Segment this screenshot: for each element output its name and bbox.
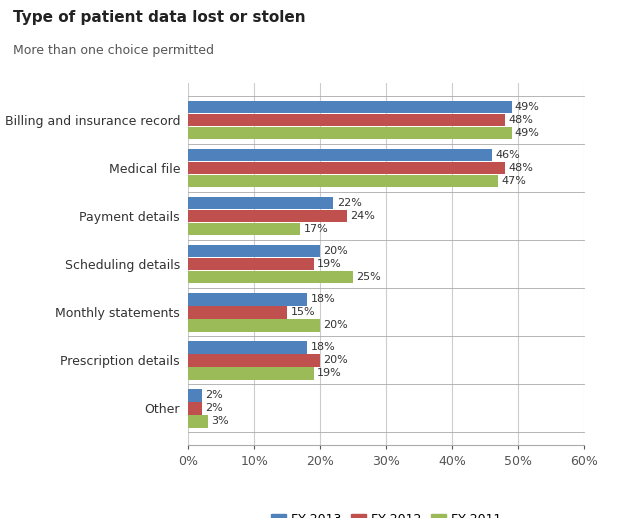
Legend: FY 2013, FY 2012, FY 2011: FY 2013, FY 2012, FY 2011 (267, 510, 506, 518)
Bar (188, 402, 202, 415)
Text: 18%: 18% (310, 294, 335, 304)
Text: 24%: 24% (350, 211, 375, 221)
Text: 48%: 48% (508, 163, 533, 173)
Text: More than one choice permitted: More than one choice permitted (13, 44, 214, 57)
Text: 47%: 47% (502, 176, 526, 186)
Text: 48%: 48% (508, 115, 533, 125)
Text: 49%: 49% (515, 102, 539, 112)
Bar (188, 415, 208, 428)
Text: 20%: 20% (323, 320, 349, 330)
Text: 25%: 25% (357, 272, 381, 282)
Text: 19%: 19% (317, 259, 342, 269)
Bar (188, 126, 512, 139)
Text: 17%: 17% (304, 224, 328, 234)
Bar (188, 341, 307, 354)
Text: 3%: 3% (212, 416, 229, 426)
Bar (188, 197, 333, 209)
Bar (188, 319, 320, 332)
Text: 20%: 20% (323, 246, 349, 256)
Bar (188, 175, 499, 187)
Text: 2%: 2% (205, 391, 223, 400)
Text: 46%: 46% (495, 150, 520, 160)
Bar (188, 100, 512, 113)
Text: 49%: 49% (515, 128, 539, 138)
Text: 2%: 2% (205, 404, 223, 413)
Bar (188, 367, 314, 380)
Text: 15%: 15% (291, 307, 315, 317)
Text: 22%: 22% (337, 198, 362, 208)
Bar (188, 258, 314, 270)
Bar (188, 113, 505, 126)
Bar (188, 306, 288, 319)
Bar (188, 389, 202, 402)
Text: 18%: 18% (310, 342, 335, 352)
Text: 19%: 19% (317, 368, 342, 378)
Bar (188, 149, 492, 161)
Bar (188, 271, 353, 283)
Bar (188, 162, 505, 174)
Text: 20%: 20% (323, 355, 349, 365)
Text: Type of patient data lost or stolen: Type of patient data lost or stolen (13, 10, 305, 25)
Bar (188, 210, 347, 222)
Bar (188, 245, 320, 257)
Bar (188, 223, 301, 235)
Bar (188, 354, 320, 367)
Bar (188, 293, 307, 306)
